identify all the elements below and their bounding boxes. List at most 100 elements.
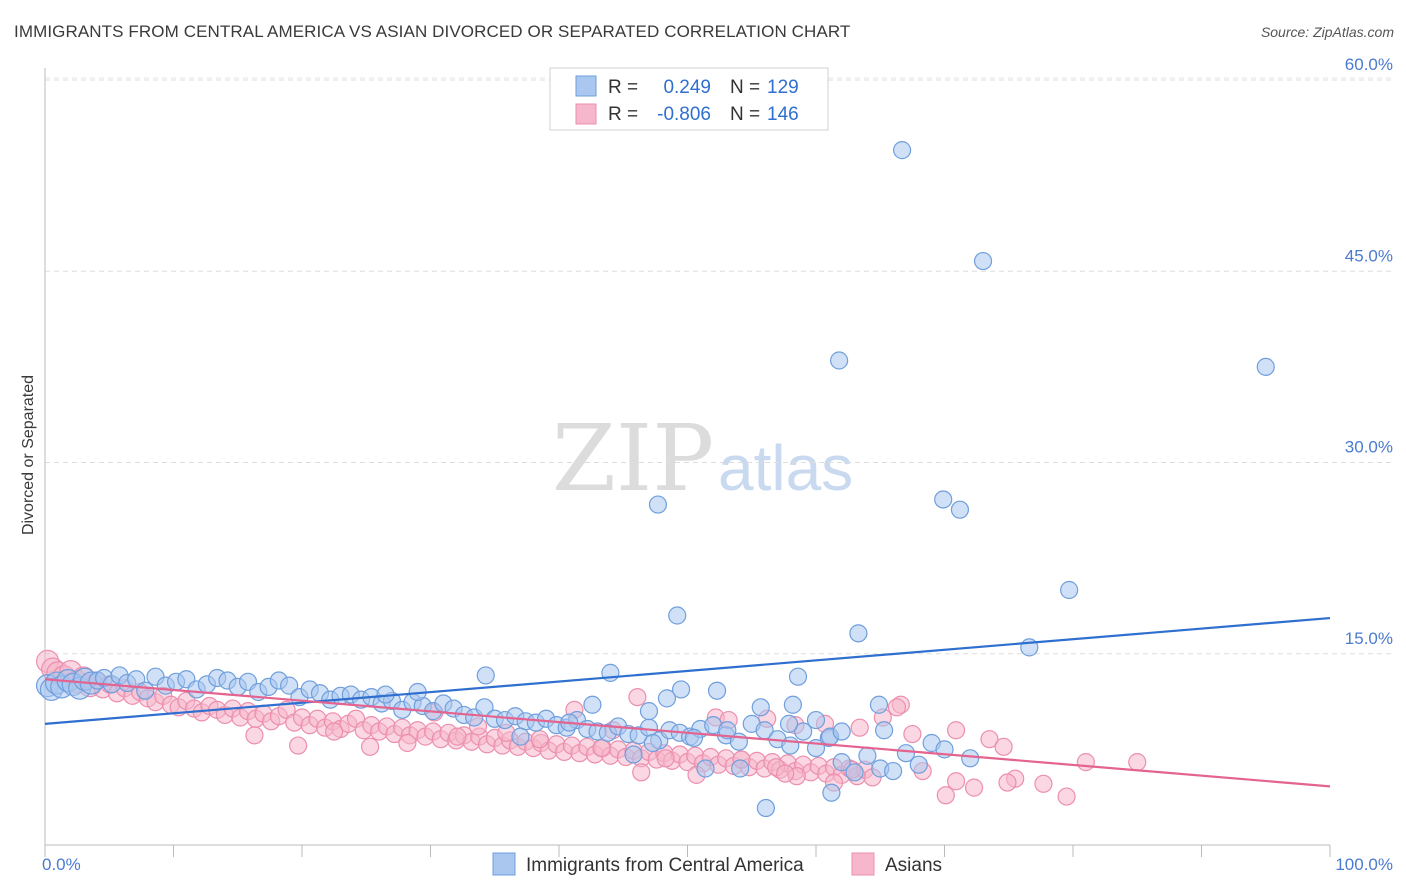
- central-america-point: [707, 681, 727, 700]
- asians-point: [448, 727, 467, 746]
- central-america-point: [657, 689, 677, 708]
- y-axis-label: Divorced or Separated: [20, 375, 37, 535]
- central-america-point: [696, 759, 715, 778]
- central-america-point: [869, 695, 889, 714]
- watermark: ZIP atlas: [552, 405, 853, 512]
- chart-title: IMMIGRANTS FROM CENTRAL AMERICA VS ASIAN…: [14, 22, 851, 41]
- asians-point: [887, 698, 907, 717]
- watermark-atlas: atlas: [718, 432, 853, 504]
- central-america-point: [639, 702, 659, 721]
- central-america-point: [668, 606, 687, 625]
- asians-point: [1057, 787, 1076, 806]
- legend-r-label-2: R =: [608, 104, 638, 125]
- trendline-central-america: [44, 616, 1331, 725]
- central-america-point: [883, 761, 903, 781]
- asians-point: [946, 721, 966, 740]
- central-america-point: [875, 721, 894, 740]
- legend-r-value-2: -0.806: [657, 104, 711, 125]
- asians-point: [1034, 774, 1053, 793]
- gridlines: [45, 77, 1393, 655]
- central-america-point: [832, 753, 851, 772]
- legend-swatch-pink: [575, 103, 597, 125]
- legend-n-label-1: N =: [730, 77, 760, 98]
- central-america-point: [751, 698, 770, 717]
- central-america-point: [892, 141, 912, 160]
- central-america-point: [858, 746, 877, 765]
- central-america-point: [624, 745, 643, 764]
- x-tick-label-min: 0.0%: [42, 855, 81, 874]
- asians-point: [994, 737, 1013, 756]
- legend-n-value-1: 129: [767, 77, 799, 98]
- central-america-point: [280, 676, 299, 695]
- asians-point: [850, 718, 869, 737]
- central-america-point: [671, 680, 691, 699]
- legend-n-label-2: N =: [730, 104, 760, 125]
- asians-point: [398, 733, 417, 753]
- asians-point: [936, 786, 955, 805]
- source-credit: Source: ZipAtlas.com: [1260, 24, 1394, 40]
- asians-point: [530, 730, 549, 749]
- central-america-point: [781, 736, 800, 755]
- asians-point: [361, 737, 380, 756]
- asians-point: [964, 778, 984, 797]
- central-america-point: [961, 749, 980, 768]
- x-axis-ticks: [44, 845, 1331, 857]
- legend-label-central-america: Immigrants from Central America: [526, 855, 804, 876]
- asians-point: [628, 687, 647, 707]
- y-tick-label-30: 30.0%: [1345, 438, 1393, 457]
- central-america-point: [794, 722, 813, 741]
- legend-r-label-1: R =: [608, 77, 638, 98]
- series-asians-points: [35, 649, 1147, 806]
- central-america-point: [788, 667, 808, 686]
- trendline-asians: [44, 678, 1331, 788]
- central-america-point: [136, 681, 155, 700]
- legend-swatch-asians: [851, 852, 875, 876]
- central-america-point: [822, 783, 841, 802]
- central-america-point: [896, 744, 916, 763]
- central-america-point: [1060, 580, 1079, 600]
- asians-point: [325, 722, 344, 741]
- central-america-point: [779, 714, 799, 733]
- series-central-america-points: [35, 141, 1275, 818]
- central-america-point: [476, 666, 495, 685]
- central-america-point: [950, 500, 970, 519]
- asians-point: [998, 773, 1017, 792]
- y-tick-label-60: 60.0%: [1345, 55, 1393, 74]
- central-america-point: [783, 695, 802, 714]
- central-america-point: [511, 727, 530, 746]
- legend-r-value-1: 0.249: [663, 77, 711, 98]
- x-tick-label-max: 100.0%: [1335, 855, 1393, 874]
- central-america-point: [583, 695, 602, 714]
- central-america-point: [832, 722, 851, 741]
- asians-point: [1076, 753, 1095, 772]
- asians-point: [776, 764, 795, 783]
- asians-point: [903, 724, 922, 744]
- central-america-point: [909, 755, 928, 774]
- central-america-point: [731, 759, 750, 778]
- y-tick-label-15: 15.0%: [1345, 629, 1393, 648]
- asians-point: [980, 730, 999, 749]
- correlation-legend: R = 0.249 N = 129 R = -0.806 N = 146: [549, 67, 829, 131]
- asians-point: [946, 772, 966, 791]
- central-america-point: [643, 733, 662, 753]
- asians-point: [656, 749, 675, 768]
- legend-swatch-blue: [575, 75, 597, 97]
- central-america-point: [1256, 357, 1275, 376]
- central-america-point: [845, 763, 864, 782]
- legend-n-value-2: 146: [767, 104, 799, 125]
- legend-label-asians: Asians: [885, 855, 942, 876]
- y-tick-labels: 15.0% 30.0% 45.0% 60.0%: [1345, 55, 1393, 648]
- central-america-point: [934, 490, 953, 509]
- legend-swatch-central-america: [492, 852, 516, 876]
- series-legend: Immigrants from Central America Asians: [492, 852, 942, 876]
- asians-point: [289, 736, 308, 755]
- central-america-point: [830, 351, 849, 370]
- central-america-point: [806, 710, 826, 730]
- central-america-point: [756, 798, 775, 818]
- asians-point: [632, 763, 651, 782]
- central-america-point: [718, 721, 737, 740]
- asians-point: [245, 726, 264, 745]
- y-tick-label-45: 45.0%: [1345, 246, 1393, 265]
- central-america-point: [973, 251, 993, 271]
